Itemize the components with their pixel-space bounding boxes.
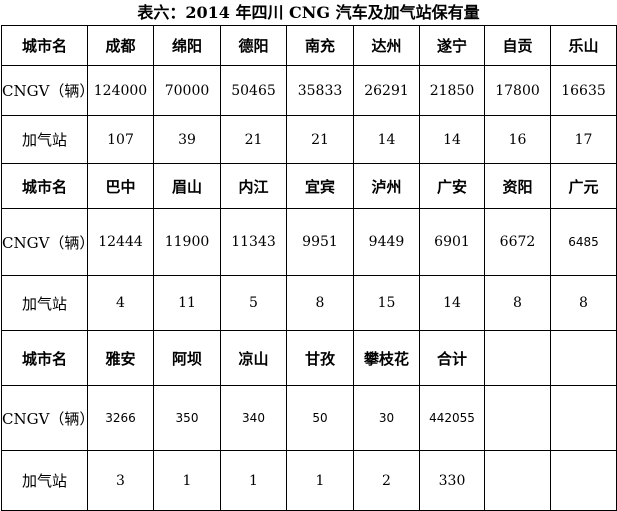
table-row-cities: 城市名 成都 绵阳 德阳 南充 达州 遂宁 自贡 乐山 [1, 25, 617, 66]
row-label: CNGV（辆） [1, 65, 94, 116]
row-label: 城市名 [1, 25, 88, 66]
cngv-count-cell: 9951 [286, 208, 354, 276]
cngv-count-cell: 6901 [419, 208, 485, 276]
cng-table: 城市名 成都 绵阳 德阳 南充 达州 遂宁 自贡 乐山 CNGV（辆） 124000 70000 504… [1, 25, 617, 511]
station-count-cell: 11 [153, 275, 221, 331]
city-name-cell: 遂宁 [419, 25, 485, 66]
city-name-cell [550, 330, 617, 386]
cngv-count-cell: 30 [353, 385, 420, 451]
cngv-count-cell: 16635 [550, 65, 617, 116]
cngv-count-cell [484, 385, 551, 451]
cngv-count-cell: 442055 [419, 385, 485, 451]
table-title: 表六：2014 年四川 CNG 汽车及加气站保有量 [137, 3, 480, 22]
station-count-cell: 14 [419, 275, 485, 331]
station-count-cell: 15 [353, 275, 420, 331]
city-name-cell: 成都 [87, 25, 154, 66]
city-name-cell: 乐山 [550, 25, 617, 66]
table-row-cities: 城市名 巴中 眉山 内江 宜宾 泸州 广安 资阳 广元 [1, 163, 617, 209]
city-name-cell: 宜宾 [286, 163, 354, 209]
cngv-count-cell: 70000 [153, 65, 221, 116]
city-name-cell: 阿坝 [153, 330, 221, 386]
cngv-count-cell: 17800 [484, 65, 551, 116]
station-count-cell: 2 [353, 450, 420, 511]
city-name-cell: 自贡 [484, 25, 551, 66]
cngv-count-cell [550, 385, 617, 451]
city-name-cell: 绵阳 [153, 25, 221, 66]
city-name-cell: 巴中 [87, 163, 154, 209]
city-name-cell: 合计 [419, 330, 485, 386]
station-count-cell [484, 450, 551, 511]
table-row-stations: 加气站 107 39 21 21 14 14 16 17 [1, 115, 617, 164]
table-row-stations: 加气站 3 1 1 1 2 330 [1, 450, 617, 511]
city-name-cell: 雅安 [87, 330, 154, 386]
station-count-cell: 16 [484, 115, 551, 164]
station-count-cell: 4 [87, 275, 154, 331]
row-label: 加气站 [1, 115, 88, 164]
table-row-cngv: CNGV（辆） 12444 11900 11343 9951 9449 6901 6672 64… [1, 208, 617, 276]
cngv-count-cell: 11343 [220, 208, 287, 276]
station-count-cell: 3 [87, 450, 154, 511]
cngv-count-cell: 50 [286, 385, 354, 451]
cngv-count-cell: 6672 [484, 208, 551, 276]
cngv-count-cell: 35833 [286, 65, 354, 116]
cngv-count-cell: 3266 [87, 385, 154, 451]
cngv-count-cell: 12444 [87, 208, 154, 276]
row-label: CNGV（辆） [1, 385, 94, 451]
cngv-count-cell: 26291 [353, 65, 420, 116]
table-row-cities: 城市名 雅安 阿坝 凉山 甘孜 攀枝花 合计 [1, 330, 617, 386]
city-name-cell: 达州 [353, 25, 420, 66]
cngv-count-cell: 11900 [153, 208, 221, 276]
cngv-count-cell: 6485 [550, 208, 617, 276]
row-label: 城市名 [1, 330, 88, 386]
table-row-stations: 加气站 4 11 5 8 15 14 8 8 [1, 275, 617, 331]
city-name-cell: 甘孜 [286, 330, 354, 386]
station-count-cell: 8 [286, 275, 354, 331]
city-name-cell: 南充 [286, 25, 354, 66]
city-name-cell: 眉山 [153, 163, 221, 209]
station-count-cell: 17 [550, 115, 617, 164]
row-label: 加气站 [1, 450, 88, 511]
cngv-count-cell: 124000 [87, 65, 154, 116]
row-label: 加气站 [1, 275, 88, 331]
station-count-cell: 1 [286, 450, 354, 511]
station-count-cell: 8 [550, 275, 617, 331]
station-count-cell: 21 [286, 115, 354, 164]
station-count-cell: 1 [220, 450, 287, 511]
city-name-cell: 广元 [550, 163, 617, 209]
station-count-cell: 8 [484, 275, 551, 331]
station-count-cell [550, 450, 617, 511]
station-count-cell: 1 [153, 450, 221, 511]
cngv-count-cell: 21850 [419, 65, 485, 116]
city-name-cell: 内江 [220, 163, 287, 209]
station-count-cell: 39 [153, 115, 221, 164]
station-count-cell: 21 [220, 115, 287, 164]
cngv-count-cell: 350 [153, 385, 221, 451]
city-name-cell: 广安 [419, 163, 485, 209]
table-row-cngv: CNGV（辆） 124000 70000 50465 35833 26291 21850 17… [1, 65, 617, 116]
station-count-cell: 14 [353, 115, 420, 164]
city-name-cell: 攀枝花 [353, 330, 420, 386]
city-name-cell [484, 330, 551, 386]
cngv-count-cell: 50465 [220, 65, 287, 116]
station-count-cell: 5 [220, 275, 287, 331]
cngv-count-cell: 9449 [353, 208, 420, 276]
row-label: CNGV（辆） [1, 208, 94, 276]
city-name-cell: 资阳 [484, 163, 551, 209]
city-name-cell: 凉山 [220, 330, 287, 386]
station-count-cell: 107 [87, 115, 154, 164]
station-count-cell: 14 [419, 115, 485, 164]
city-name-cell: 德阳 [220, 25, 287, 66]
cngv-count-cell: 340 [220, 385, 287, 451]
city-name-cell: 泸州 [353, 163, 420, 209]
table-row-cngv: CNGV（辆） 3266 350 340 50 30 442055 [1, 385, 617, 451]
station-count-cell: 330 [419, 450, 485, 511]
row-label: 城市名 [1, 163, 88, 209]
